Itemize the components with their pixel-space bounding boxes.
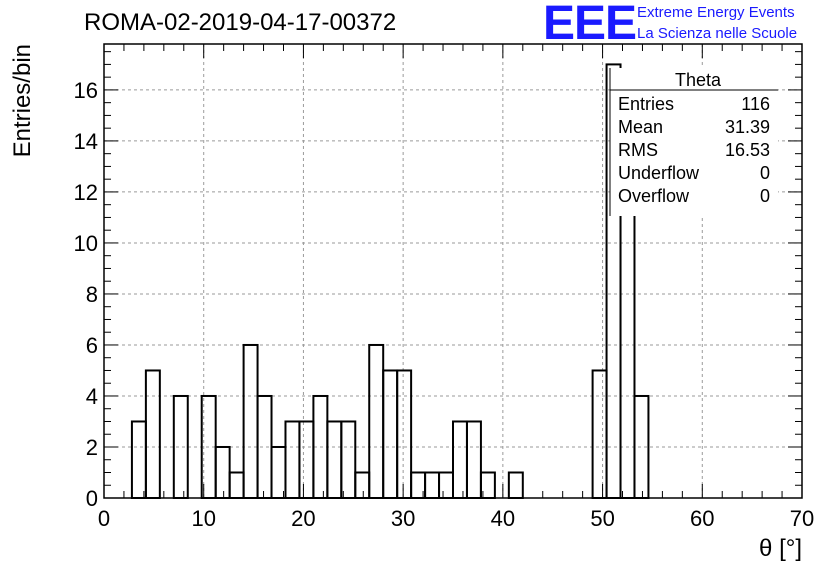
stats-row-value: 0	[760, 163, 770, 183]
y-tick-label: 6	[86, 333, 98, 358]
x-tick-label: 70	[790, 506, 814, 531]
histogram-bin	[438, 471, 455, 500]
histogram-bin	[242, 343, 259, 499]
histogram-bin	[591, 369, 608, 500]
histogram-bin	[424, 471, 441, 500]
y-tick-label: 10	[74, 231, 98, 256]
eee-logo-line2: La Scienza nelle Scuole	[637, 25, 798, 42]
histogram-bin	[326, 420, 343, 500]
x-tick-label: 30	[391, 506, 415, 531]
stats-row-label: Entries	[618, 94, 674, 114]
x-tick-label: 0	[98, 506, 110, 531]
y-tick-label: 0	[86, 486, 98, 511]
x-tick-label: 60	[690, 506, 714, 531]
histogram-bin	[382, 369, 399, 500]
x-tick-label: 20	[291, 506, 315, 531]
stats-row-label: Mean	[618, 117, 663, 137]
x-tick-label: 40	[491, 506, 515, 531]
plot-frame	[103, 43, 803, 499]
eee-logo-line1: Extreme Energy Events	[637, 4, 795, 21]
y-tick-label: 14	[74, 129, 98, 154]
histogram-bin	[144, 369, 161, 500]
histogram-bin	[465, 420, 482, 500]
x-axis-label: θ [°]	[759, 535, 802, 562]
eee-logo: EEE	[543, 0, 637, 50]
y-tick-label: 8	[86, 282, 98, 307]
histogram-bin	[270, 445, 287, 500]
histogram-bin	[284, 420, 301, 500]
histogram-bin	[396, 369, 413, 500]
stats-row-value: 0	[760, 186, 770, 206]
stats-row-value: 116	[741, 94, 770, 114]
histogram-bin	[172, 394, 189, 500]
y-tick-label: 16	[74, 78, 98, 103]
histogram-bin	[228, 471, 245, 500]
x-tick-label: 10	[191, 506, 215, 531]
histogram-bin	[507, 471, 524, 500]
y-tick-label: 2	[86, 435, 98, 460]
histogram-bin	[368, 343, 385, 499]
histogram-bin	[452, 420, 468, 500]
histogram-bin	[214, 445, 231, 500]
chart-title: ROMA-02-2019-04-17-00372	[84, 9, 397, 36]
y-tick-label: 4	[86, 384, 98, 409]
stats-row-label: Underflow	[618, 163, 700, 183]
y-tick-label: 12	[74, 180, 98, 205]
histogram-bin	[340, 420, 357, 500]
histogram-bin	[256, 394, 273, 500]
stats-row-label: RMS	[618, 140, 658, 160]
stats-title: Theta	[675, 70, 722, 90]
y-axis-label: Entries/bin	[9, 44, 36, 157]
histogram-bin	[354, 471, 371, 500]
stats-row-label: Overflow	[618, 186, 690, 206]
stats-box-bg	[610, 68, 778, 216]
x-tick-label: 50	[590, 506, 614, 531]
stats-row-value: 16.53	[725, 140, 770, 160]
histogram-bin	[130, 420, 147, 500]
stats-row-value: 31.39	[725, 117, 770, 137]
histogram-bin	[298, 420, 315, 500]
